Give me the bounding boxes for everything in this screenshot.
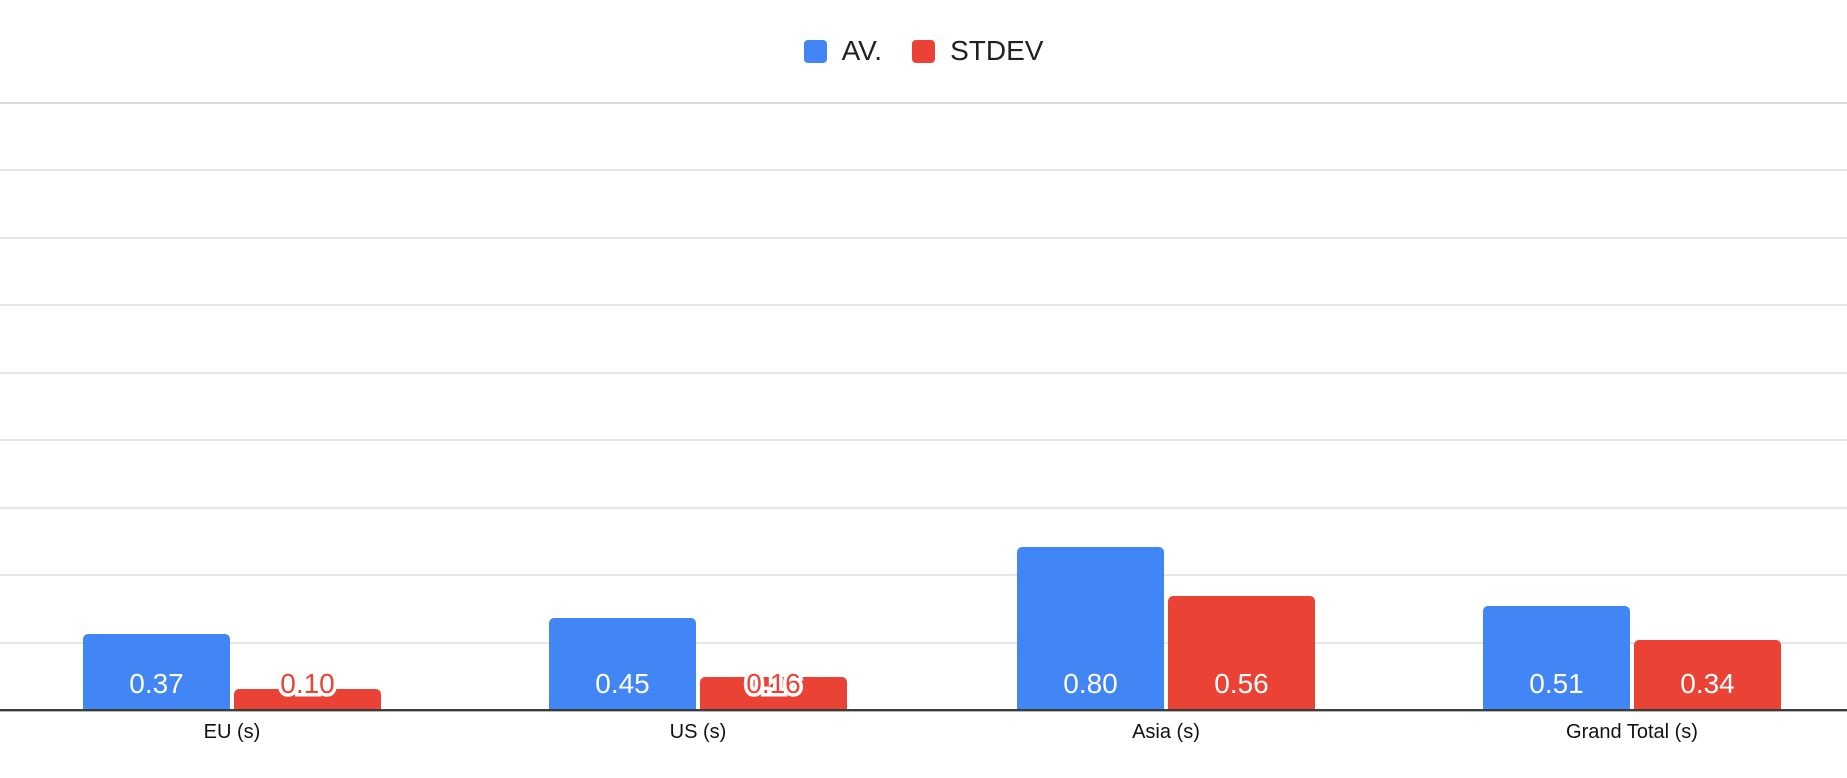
bar-value-label-av-asia-s: 0.80 [1063,668,1118,699]
legend-label-av: AV. [841,35,883,66]
gridline [0,102,1847,104]
bar-stdev-asia-s[interactable]: 0.56 [1168,596,1315,709]
chart-legend: AV. STDEV [0,37,1847,65]
bar-stdev-us-s[interactable]: 0.16 [700,670,847,709]
gridline [0,169,1847,171]
bar-value-label-av-eu-s: 0.37 [129,668,184,699]
gridline [0,642,1847,644]
bar-value-label-stdev-us-s: 0.16 [700,670,847,699]
bar-av-us-s[interactable]: 0.45 [549,618,696,709]
bar-value-label-stdev-eu-s: 0.10 [234,670,381,699]
category-label-eu-s: EU (s) [203,721,261,743]
bar-value-label-av-grand-total-s: 0.51 [1529,668,1584,699]
gridline [0,439,1847,441]
bar-stdev-grand-total-s[interactable]: 0.34 [1634,640,1781,709]
bar-value-label-stdev-asia-s: 0.56 [1214,668,1269,699]
gridline [0,574,1847,576]
x-axis-line [0,709,1847,711]
bar-value-label-av-us-s: 0.45 [595,668,650,699]
legend-swatch-av [803,39,827,63]
gridline [0,304,1847,306]
legend-label-stdev: STDEV [950,35,1044,66]
bar-value-label-stdev-grand-total-s: 0.34 [1680,668,1735,699]
category-label-asia-s: Asia (s) [1132,721,1200,743]
gridline [0,507,1847,509]
bar-av-grand-total-s[interactable]: 0.51 [1483,606,1630,709]
category-label-grand-total-s: Grand Total (s) [1566,721,1698,743]
bar-av-eu-s[interactable]: 0.37 [83,634,230,709]
legend-item-stdev[interactable]: STDEV [912,37,1043,65]
category-label-us-s: US (s) [669,721,727,743]
bar-av-asia-s[interactable]: 0.80 [1017,547,1164,709]
x-axis-edge [0,711,1847,712]
bar-stdev-eu-s[interactable]: 0.10 [234,670,381,709]
gridline [0,372,1847,374]
legend-swatch-stdev [912,39,936,63]
gridline [0,237,1847,239]
legend-item-av[interactable]: AV. [803,35,883,66]
